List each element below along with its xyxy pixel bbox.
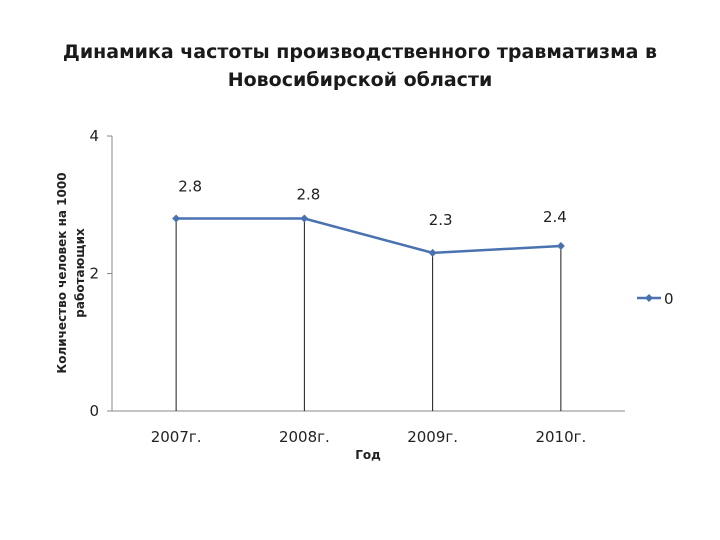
data-label: 2.4: [543, 208, 567, 226]
data-point: [428, 248, 437, 257]
labels-group: 2007г. 2008г. 2009г. 2010г. 2.8 2.8 2.3 2.4: [151, 178, 587, 447]
y-tick-label: 4: [89, 127, 99, 145]
data-point: [172, 214, 181, 223]
y-tick-label: 2: [89, 265, 99, 283]
y-axis-title-line-1: Количество человек на 1000: [55, 172, 69, 373]
x-axis-title: Год: [355, 448, 381, 462]
axes: 0 2 4: [89, 127, 625, 420]
data-label: 2.8: [296, 186, 320, 204]
x-tick-label: 2007г.: [151, 428, 202, 446]
y-axis-title-line-2: работающих: [73, 228, 87, 318]
data-point: [300, 214, 309, 223]
chart-title: Динамика частоты производственного травм…: [40, 38, 680, 94]
legend: 0: [637, 290, 674, 308]
chart-title-line-1: Динамика частоты производственного травм…: [62, 41, 658, 63]
data-point: [556, 242, 565, 250]
x-tick-label: 2008г.: [279, 428, 330, 446]
legend-marker: [645, 294, 653, 302]
legend-label: 0: [664, 290, 674, 308]
chart-title-line-2: Новосибирской области: [227, 69, 493, 91]
data-label: 2.3: [429, 211, 453, 229]
series-line: [176, 217, 561, 255]
data-label: 2.8: [178, 178, 202, 196]
x-tick-label: 2010г.: [535, 428, 586, 446]
y-tick-label: 0: [89, 402, 99, 420]
x-tick-label: 2009г.: [407, 428, 458, 446]
series-group: [172, 214, 565, 257]
drop-lines: [175, 218, 562, 411]
